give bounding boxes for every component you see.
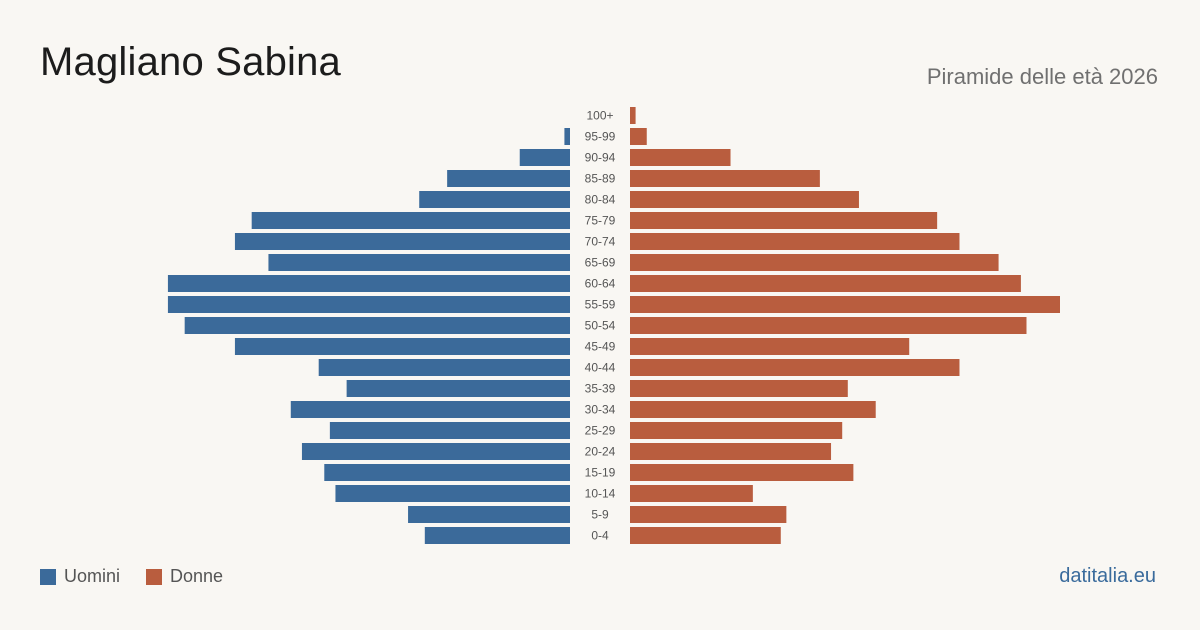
- bar-women-60-64: [630, 275, 1021, 292]
- brand-link[interactable]: datitalia.eu: [1059, 565, 1156, 587]
- bar-women-45-49: [630, 338, 910, 355]
- bar-men-65-69: [268, 254, 570, 271]
- bar-women-15-19: [630, 464, 854, 481]
- bar-women-25-29: [630, 422, 843, 439]
- bar-men-50-54: [184, 317, 570, 334]
- page-title: Magliano Sabina: [40, 40, 341, 84]
- bar-men-35-39: [346, 380, 570, 397]
- bar-men-40-44: [318, 359, 570, 376]
- age-label: 0-4: [591, 529, 609, 543]
- age-label: 10-14: [585, 487, 616, 501]
- age-label: 90-94: [585, 151, 616, 165]
- women-bars-group: [630, 107, 1060, 544]
- age-label: 85-89: [585, 172, 616, 186]
- bar-men-60-64: [167, 275, 571, 292]
- bar-women-75-79: [630, 212, 938, 229]
- bar-women-80-84: [630, 191, 859, 208]
- age-label: 50-54: [585, 319, 616, 333]
- bar-men-20-24: [301, 443, 570, 460]
- age-label: 30-34: [585, 403, 616, 417]
- bar-women-35-39: [630, 380, 848, 397]
- bar-men-5-9: [408, 506, 570, 523]
- bar-men-25-29: [329, 422, 570, 439]
- bar-women-65-69: [630, 254, 999, 271]
- chart-subtitle: Piramide delle età 2026: [926, 64, 1158, 89]
- age-label: 70-74: [585, 235, 616, 249]
- bar-men-80-84: [419, 191, 570, 208]
- bar-women-70-74: [630, 233, 960, 250]
- bar-men-75-79: [251, 212, 571, 229]
- bar-women-90-94: [630, 149, 731, 166]
- age-label: 25-29: [585, 424, 616, 438]
- bar-women-0-4: [630, 527, 781, 544]
- age-label: 5-9: [591, 508, 609, 522]
- bar-women-5-9: [630, 506, 787, 523]
- bar-men-85-89: [447, 170, 570, 187]
- bar-women-30-34: [630, 401, 876, 418]
- age-label: 60-64: [585, 277, 616, 291]
- bar-women-95-99: [630, 128, 647, 145]
- men-bars-group: [167, 128, 571, 544]
- age-label: 95-99: [585, 130, 616, 144]
- bar-men-10-14: [335, 485, 570, 502]
- bar-women-55-59: [630, 296, 1060, 313]
- legend-label-men: Uomini: [64, 566, 121, 586]
- age-label: 75-79: [585, 214, 616, 228]
- bar-women-10-14: [630, 485, 753, 502]
- age-label: 15-19: [585, 466, 616, 480]
- legend: Uomini Donne: [40, 566, 223, 587]
- age-label: 55-59: [585, 298, 616, 312]
- bar-men-90-94: [519, 149, 570, 166]
- bar-men-95-99: [564, 128, 570, 145]
- bar-women-20-24: [630, 443, 832, 460]
- age-label: 80-84: [585, 193, 616, 207]
- legend-label-women: Donne: [170, 566, 224, 586]
- bar-men-70-74: [234, 233, 570, 250]
- bar-women-100+: [630, 107, 636, 124]
- legend-swatch-women: [146, 568, 163, 585]
- bar-men-45-49: [234, 338, 570, 355]
- age-label: 45-49: [585, 340, 616, 354]
- bar-men-30-34: [290, 401, 570, 418]
- bar-women-40-44: [630, 359, 960, 376]
- bar-women-85-89: [630, 170, 820, 187]
- age-label: 100+: [586, 109, 613, 123]
- age-labels-group: 100+ 95-99 90-94 85-89 80-84 75-79 70-74 65-69 6…: [585, 109, 616, 543]
- legend-item-men: Uomini: [40, 566, 120, 587]
- legend-item-women: Donne: [146, 566, 223, 587]
- age-label: 40-44: [585, 361, 616, 375]
- bar-men-55-59: [167, 296, 571, 313]
- age-label: 35-39: [585, 382, 616, 396]
- bar-women-50-54: [630, 317, 1027, 334]
- bar-men-0-4: [424, 527, 570, 544]
- age-label: 65-69: [585, 256, 616, 270]
- legend-swatch-men: [40, 568, 56, 585]
- bar-men-15-19: [324, 464, 570, 481]
- age-label: 20-24: [585, 445, 616, 459]
